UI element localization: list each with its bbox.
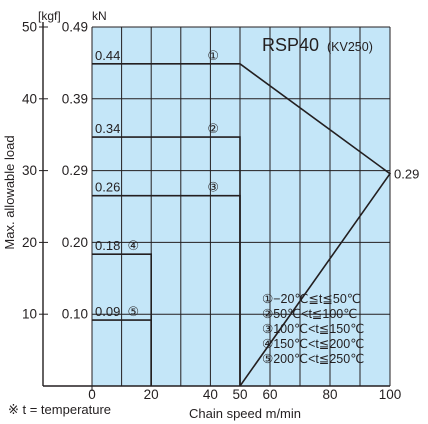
chart-title: RSP40 <box>262 35 319 55</box>
data-label: 0.44 <box>95 48 120 63</box>
data-label: 0.09 <box>95 304 120 319</box>
axes <box>39 22 390 391</box>
legend-entry: ⑤200℃<t≦250℃ <box>262 352 364 366</box>
data-label: 0.26 <box>95 180 120 195</box>
series-layer <box>92 63 392 387</box>
legend-entry: ④150℃<t≦200℃ <box>262 337 364 351</box>
series-marker: ② <box>207 121 219 136</box>
series-marker: ③ <box>207 180 219 195</box>
legend-entry: ①−20℃≦t≦50℃ <box>262 292 361 306</box>
grid <box>92 26 391 386</box>
x-tick-label: 20 <box>144 387 159 402</box>
data-label: 0.34 <box>95 121 120 136</box>
chart-subtitle: (KV250) <box>327 40 373 54</box>
y-tick-label-kn: 0.49 <box>62 20 88 35</box>
series-marker: ④ <box>127 238 139 253</box>
series-line <box>92 63 392 387</box>
plot-area <box>92 27 390 386</box>
x-tick-label: 80 <box>322 387 337 402</box>
y-tick-label-kn: 0.20 <box>62 235 88 250</box>
y-tick-label-kn: 0.39 <box>62 91 88 106</box>
x-axis-label: Chain speed m/min <box>189 406 301 421</box>
data-label: 0.29 <box>394 167 419 182</box>
y-tick-label-kn: 0.29 <box>62 163 88 178</box>
legend-entry: ③100℃<t≦150℃ <box>262 322 364 336</box>
series-line <box>92 319 152 386</box>
y-unit-kn: kN <box>92 9 107 23</box>
x-tick-label: 40 <box>203 387 218 402</box>
series-line <box>92 194 241 386</box>
x-tick-label: 0 <box>88 387 96 402</box>
legend-entry: ②50℃<t≦100℃ <box>262 307 357 321</box>
y-unit-kgf: [kgf] <box>38 9 61 23</box>
text-layer: 10 0.10 20 0.20 30 0.29 40 0.39 50 0.49 0 20 40 50 60 8… <box>22 20 419 403</box>
data-label: 0.18 <box>95 238 120 253</box>
y-tick-label-kgf: 10 <box>22 307 37 322</box>
y-tick-label-kgf: 30 <box>22 163 37 178</box>
y-tick-label-kgf: 40 <box>22 91 37 106</box>
y-tick-label-kgf: 20 <box>22 235 37 250</box>
footnote: ※ t = temperature <box>8 402 112 417</box>
x-tick-label: 50 <box>232 387 247 402</box>
y-axis-label: Max. allowable load <box>2 135 17 249</box>
series-marker: ⑤ <box>127 304 139 319</box>
series-marker: ① <box>207 48 219 63</box>
y-tick-label-kn: 0.10 <box>62 307 88 322</box>
x-tick-label: 60 <box>262 387 277 402</box>
y-tick-label-kgf: 50 <box>22 20 37 35</box>
x-tick-label: 100 <box>379 387 402 402</box>
